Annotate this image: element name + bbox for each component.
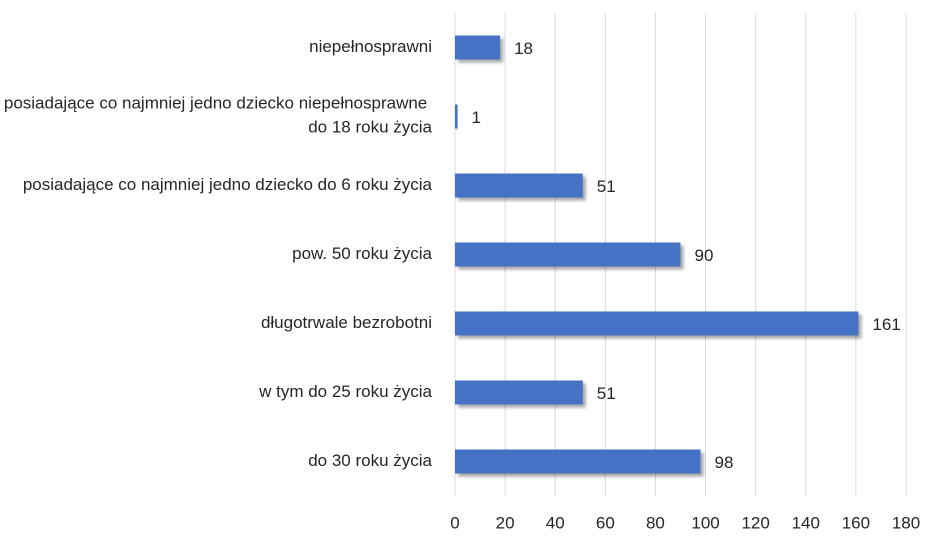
y-tick-label: pow. 50 roku życia (292, 244, 432, 263)
y-tick-label: niepełnosprawni (309, 37, 432, 56)
x-tick-label: 120 (741, 513, 769, 532)
y-tick-label: do 30 roku życia (308, 451, 432, 470)
value-label: 18 (514, 39, 533, 58)
value-label: 90 (695, 246, 714, 265)
bar (455, 380, 583, 405)
value-label: 51 (597, 384, 616, 403)
x-tick-label: 140 (792, 513, 820, 532)
y-tick-label: długotrwale bezrobotni (261, 313, 432, 332)
bar (455, 173, 583, 198)
x-tick-label: 80 (646, 513, 665, 532)
x-tick-label: 20 (496, 513, 515, 532)
bar (455, 242, 681, 267)
value-label: 1 (472, 108, 481, 127)
bar (455, 35, 501, 60)
x-tick-label: 60 (596, 513, 615, 532)
value-label: 51 (597, 177, 616, 196)
bar (455, 449, 701, 474)
bar (455, 311, 859, 336)
x-tick-label: 0 (450, 513, 459, 532)
value-label: 161 (872, 315, 900, 334)
x-tick-label: 180 (892, 513, 920, 532)
value-label: 98 (715, 453, 734, 472)
x-tick-label: 160 (842, 513, 870, 532)
y-tick-label: w tym do 25 roku życia (258, 382, 432, 401)
x-tick-label: 40 (546, 513, 565, 532)
y-tick-label: posiadające co najmniej jedno dziecko do… (23, 175, 433, 194)
y-tick-label: posiadające co najmniej jedno dziecko ni… (4, 94, 433, 137)
x-tick-label: 100 (691, 513, 719, 532)
bar (455, 104, 458, 129)
